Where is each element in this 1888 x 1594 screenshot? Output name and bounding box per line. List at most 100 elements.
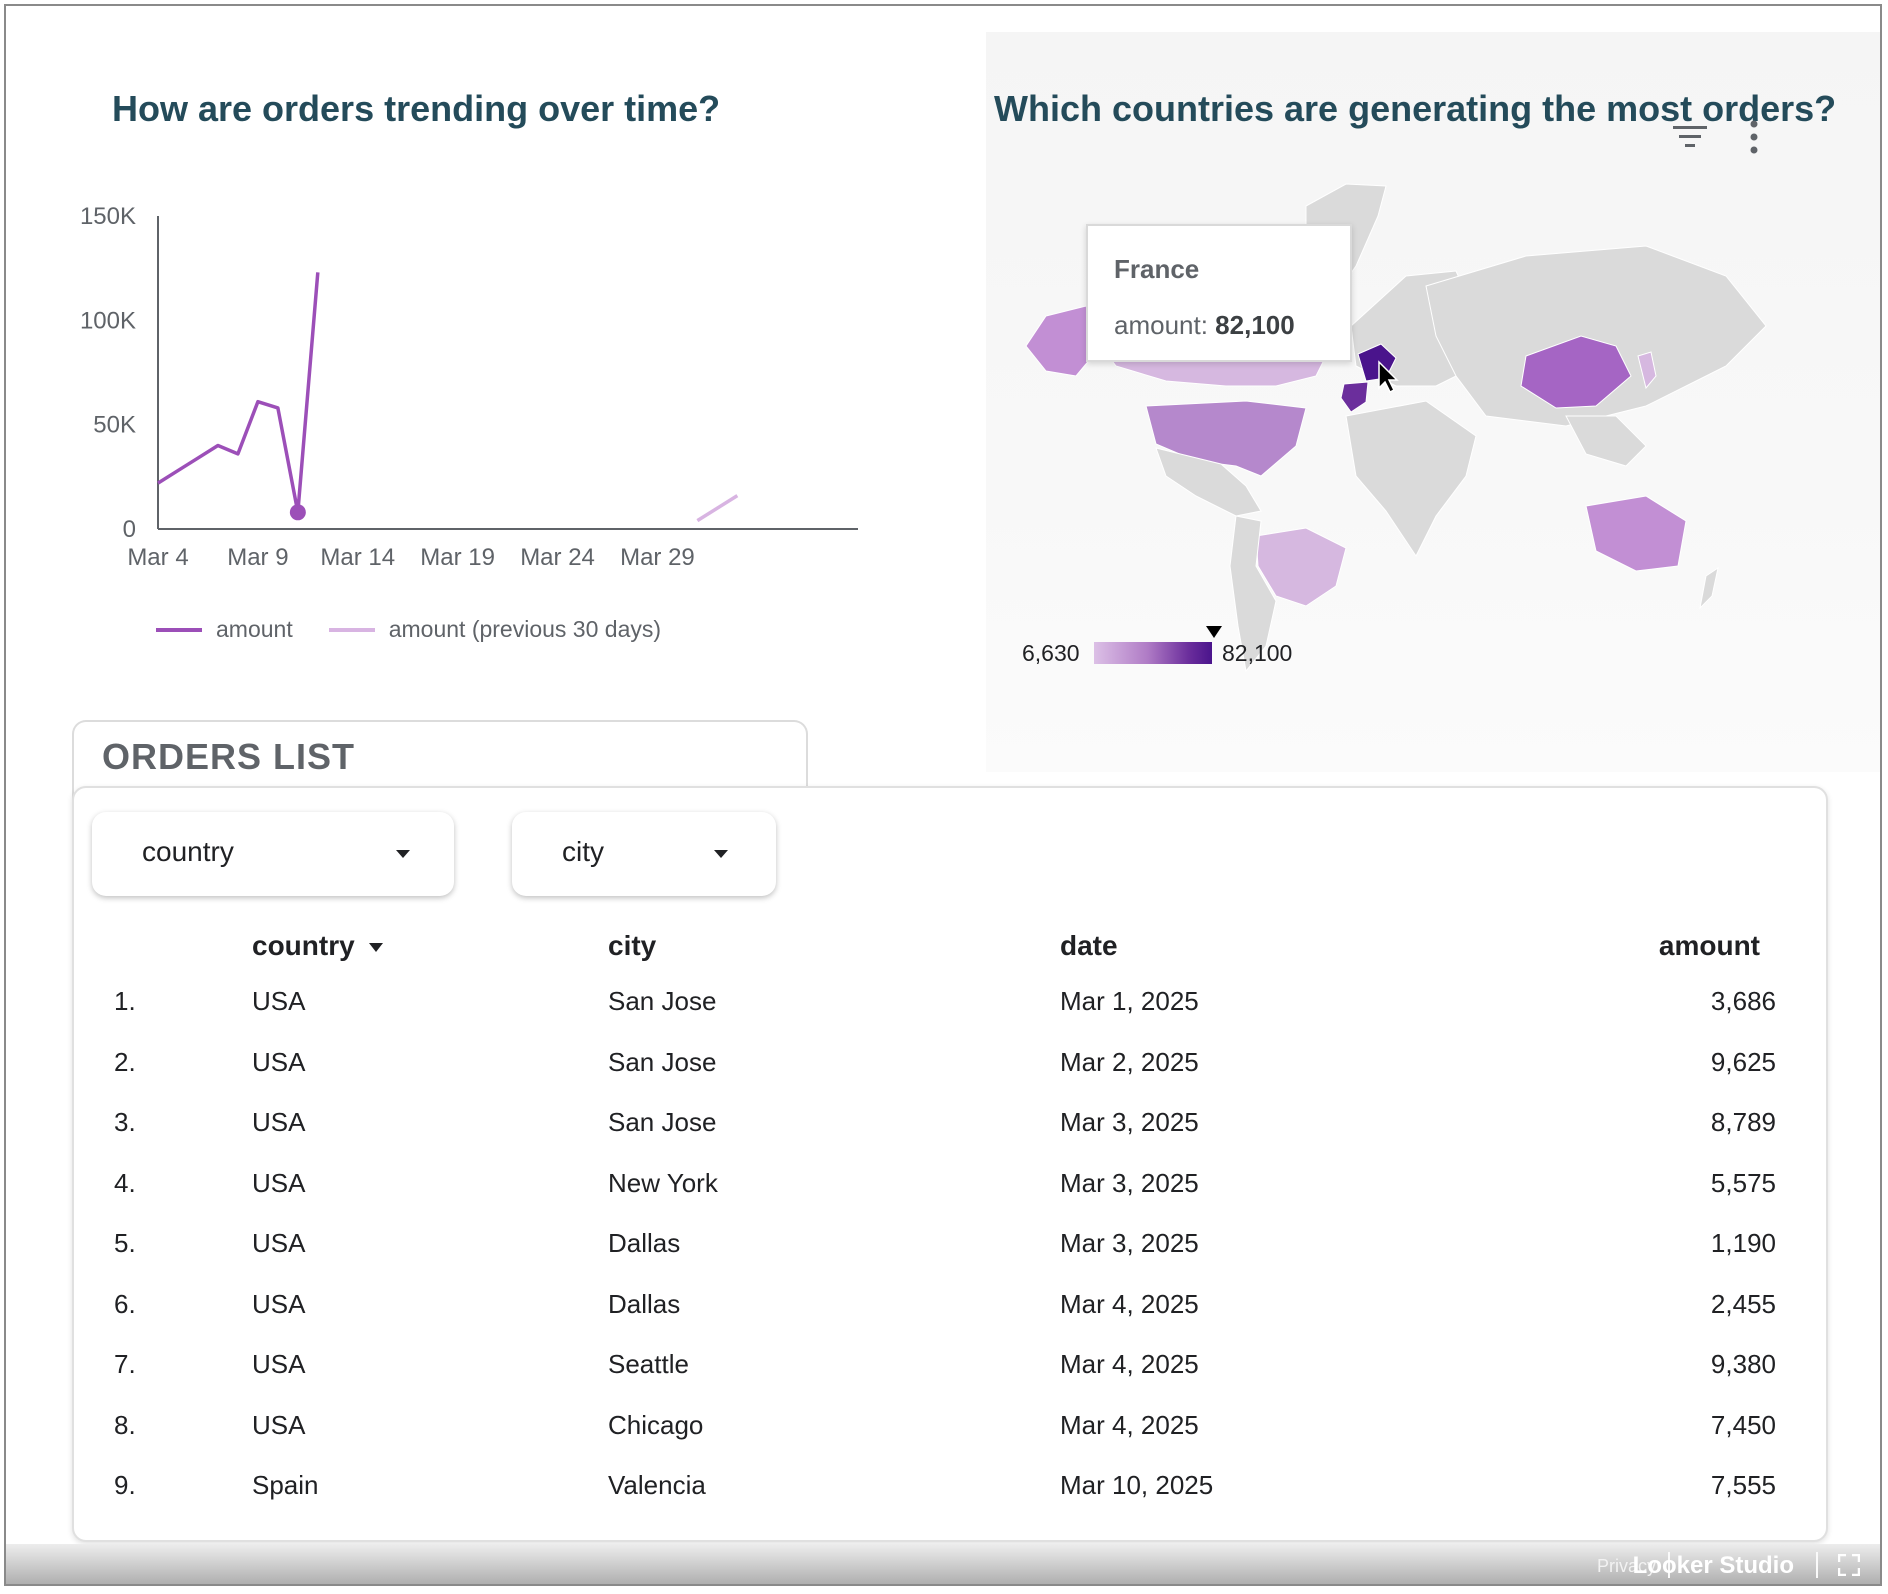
table-row[interactable]: 7. USA Seattle Mar 4, 2025 9,380 xyxy=(106,1349,1776,1399)
cell-country: USA xyxy=(252,1167,306,1198)
column-header-city[interactable]: city xyxy=(608,930,657,961)
cell-idx: 2. xyxy=(114,1046,136,1077)
report-footer: Privacy Looker Studio xyxy=(6,1544,1880,1584)
cell-country: Spain xyxy=(252,1470,319,1500)
cell-country: USA xyxy=(252,1107,306,1137)
cell-country: USA xyxy=(252,1046,306,1077)
cell-amount: 2,455 xyxy=(1710,1288,1776,1319)
tooltip-value: 82,100 xyxy=(1215,310,1295,340)
looker-studio-logo[interactable]: Looker Studio xyxy=(1632,1552,1794,1579)
map-asia[interactable] xyxy=(1425,245,1767,427)
series-line-previous xyxy=(696,494,739,523)
cell-date: Mar 4, 2025 xyxy=(1060,1409,1199,1440)
cell-amount: 9,625 xyxy=(1710,1046,1776,1077)
cell-amount: 1,190 xyxy=(1710,1228,1776,1258)
cell-idx: 1. xyxy=(114,986,136,1016)
city-filter-dropdown[interactable]: city xyxy=(512,812,776,896)
table-row[interactable]: 2. USA San Jose Mar 2, 2025 9,625 xyxy=(106,1047,1776,1097)
cell-date: Mar 4, 2025 xyxy=(1060,1349,1199,1379)
cell-date: Mar 3, 2025 xyxy=(1060,1107,1199,1137)
cell-idx: 7. xyxy=(114,1349,136,1379)
cell-amount: 7,450 xyxy=(1710,1409,1776,1440)
chevron-down-icon xyxy=(396,850,410,858)
map-south-america[interactable] xyxy=(1229,515,1277,673)
fullscreen-icon[interactable] xyxy=(1837,1553,1861,1577)
cell-date: Mar 3, 2025 xyxy=(1060,1167,1199,1198)
column-header-amount[interactable]: amount xyxy=(1658,930,1760,961)
cell-country: USA xyxy=(252,1288,306,1319)
filter-icon[interactable] xyxy=(1673,124,1707,150)
legend-swatch-amount xyxy=(156,627,202,632)
map-australia[interactable] xyxy=(1585,495,1687,572)
legend-item-previous[interactable]: amount (previous 30 days) xyxy=(328,616,662,643)
column-header-country-label: country xyxy=(252,930,355,961)
legend-swatch-previous xyxy=(328,627,375,632)
cell-amount: 8,789 xyxy=(1710,1107,1776,1137)
geo-map[interactable] xyxy=(1006,176,1836,696)
legend-label-previous: amount (previous 30 days) xyxy=(388,616,662,642)
cursor-icon xyxy=(1378,360,1399,394)
cell-amount: 5,575 xyxy=(1710,1167,1776,1198)
cell-idx: 6. xyxy=(114,1288,136,1319)
cell-country: USA xyxy=(252,1228,306,1258)
cell-city: San Jose xyxy=(608,986,717,1016)
map-brazil[interactable] xyxy=(1255,527,1347,607)
table-row[interactable]: 9. Spain Valencia Mar 10, 2025 7,555 xyxy=(106,1470,1776,1520)
country-filter-label: country xyxy=(142,836,234,867)
column-header-date[interactable]: date xyxy=(1060,930,1118,961)
table-row[interactable]: 3. USA San Jose Mar 3, 2025 8,789 xyxy=(106,1107,1776,1157)
scale-max: 82,100 xyxy=(1222,640,1293,666)
cell-idx: 8. xyxy=(114,1409,136,1440)
map-southeast-asia[interactable] xyxy=(1565,415,1647,467)
scale-min: 6,630 xyxy=(1022,640,1080,666)
series-line-amount xyxy=(157,272,320,515)
map-china[interactable] xyxy=(1520,335,1632,409)
x-tick-label: Mar 14 xyxy=(320,544,395,571)
legend-label-amount: amount xyxy=(216,616,293,642)
cell-city: Chicago xyxy=(608,1409,704,1440)
orders-panel xyxy=(72,786,1828,1542)
cell-city: New York xyxy=(608,1167,718,1198)
map-chart-title: Which countries are generating the most … xyxy=(994,88,1837,129)
more-vert-icon[interactable] xyxy=(1746,120,1762,154)
cell-idx: 5. xyxy=(114,1228,136,1258)
report-frame: How are orders trending over time? 150K 1… xyxy=(4,4,1882,1586)
highlighted-data-point xyxy=(289,504,306,521)
table-row[interactable]: 5. USA Dallas Mar 3, 2025 1,190 xyxy=(106,1228,1776,1278)
x-tick-label: Mar 9 xyxy=(227,544,288,571)
cell-city: Valencia xyxy=(608,1470,706,1500)
map-mexico[interactable] xyxy=(1155,447,1262,517)
map-japan[interactable] xyxy=(1637,351,1657,390)
cell-amount: 3,686 xyxy=(1710,986,1776,1016)
cell-idx: 3. xyxy=(114,1107,136,1137)
x-tick-label: Mar 19 xyxy=(420,544,495,571)
privacy-link[interactable]: Privacy xyxy=(1596,1556,1656,1576)
sort-descending-icon xyxy=(368,943,383,953)
table-row[interactable]: 4. USA New York Mar 3, 2025 5,575 xyxy=(106,1168,1776,1218)
map-africa[interactable] xyxy=(1345,400,1477,557)
map-tooltip: France amount: 82,100 xyxy=(1086,224,1352,362)
cell-date: Mar 1, 2025 xyxy=(1060,986,1199,1016)
map-usa[interactable] xyxy=(1145,400,1307,477)
column-header-country[interactable]: country xyxy=(252,930,383,962)
table-row[interactable]: 6. USA Dallas Mar 4, 2025 2,455 xyxy=(106,1289,1776,1339)
cell-city: Dallas xyxy=(608,1288,681,1319)
cell-country: USA xyxy=(252,986,306,1016)
y-tick-label: 150K xyxy=(80,203,136,230)
table-row[interactable]: 1. USA San Jose Mar 1, 2025 3,686 xyxy=(106,986,1776,1036)
cell-amount: 7,555 xyxy=(1710,1470,1776,1500)
tooltip-label: amount: xyxy=(1114,310,1216,340)
cell-idx: 9. xyxy=(114,1470,136,1500)
map-new-zealand[interactable] xyxy=(1699,566,1719,610)
legend-item-amount[interactable]: amount xyxy=(156,616,293,643)
cell-country: USA xyxy=(252,1409,306,1440)
x-tick-label: Mar 24 xyxy=(520,544,595,571)
y-tick-label: 0 xyxy=(123,516,136,543)
tooltip-value-row: amount: 82,100 xyxy=(1114,310,1295,341)
scale-gradient xyxy=(1094,642,1212,664)
table-row[interactable]: 8. USA Chicago Mar 4, 2025 7,450 xyxy=(106,1410,1776,1460)
map-spain[interactable] xyxy=(1340,381,1369,413)
country-filter-dropdown[interactable]: country xyxy=(92,812,454,896)
orders-list-title: ORDERS LIST xyxy=(102,736,356,777)
